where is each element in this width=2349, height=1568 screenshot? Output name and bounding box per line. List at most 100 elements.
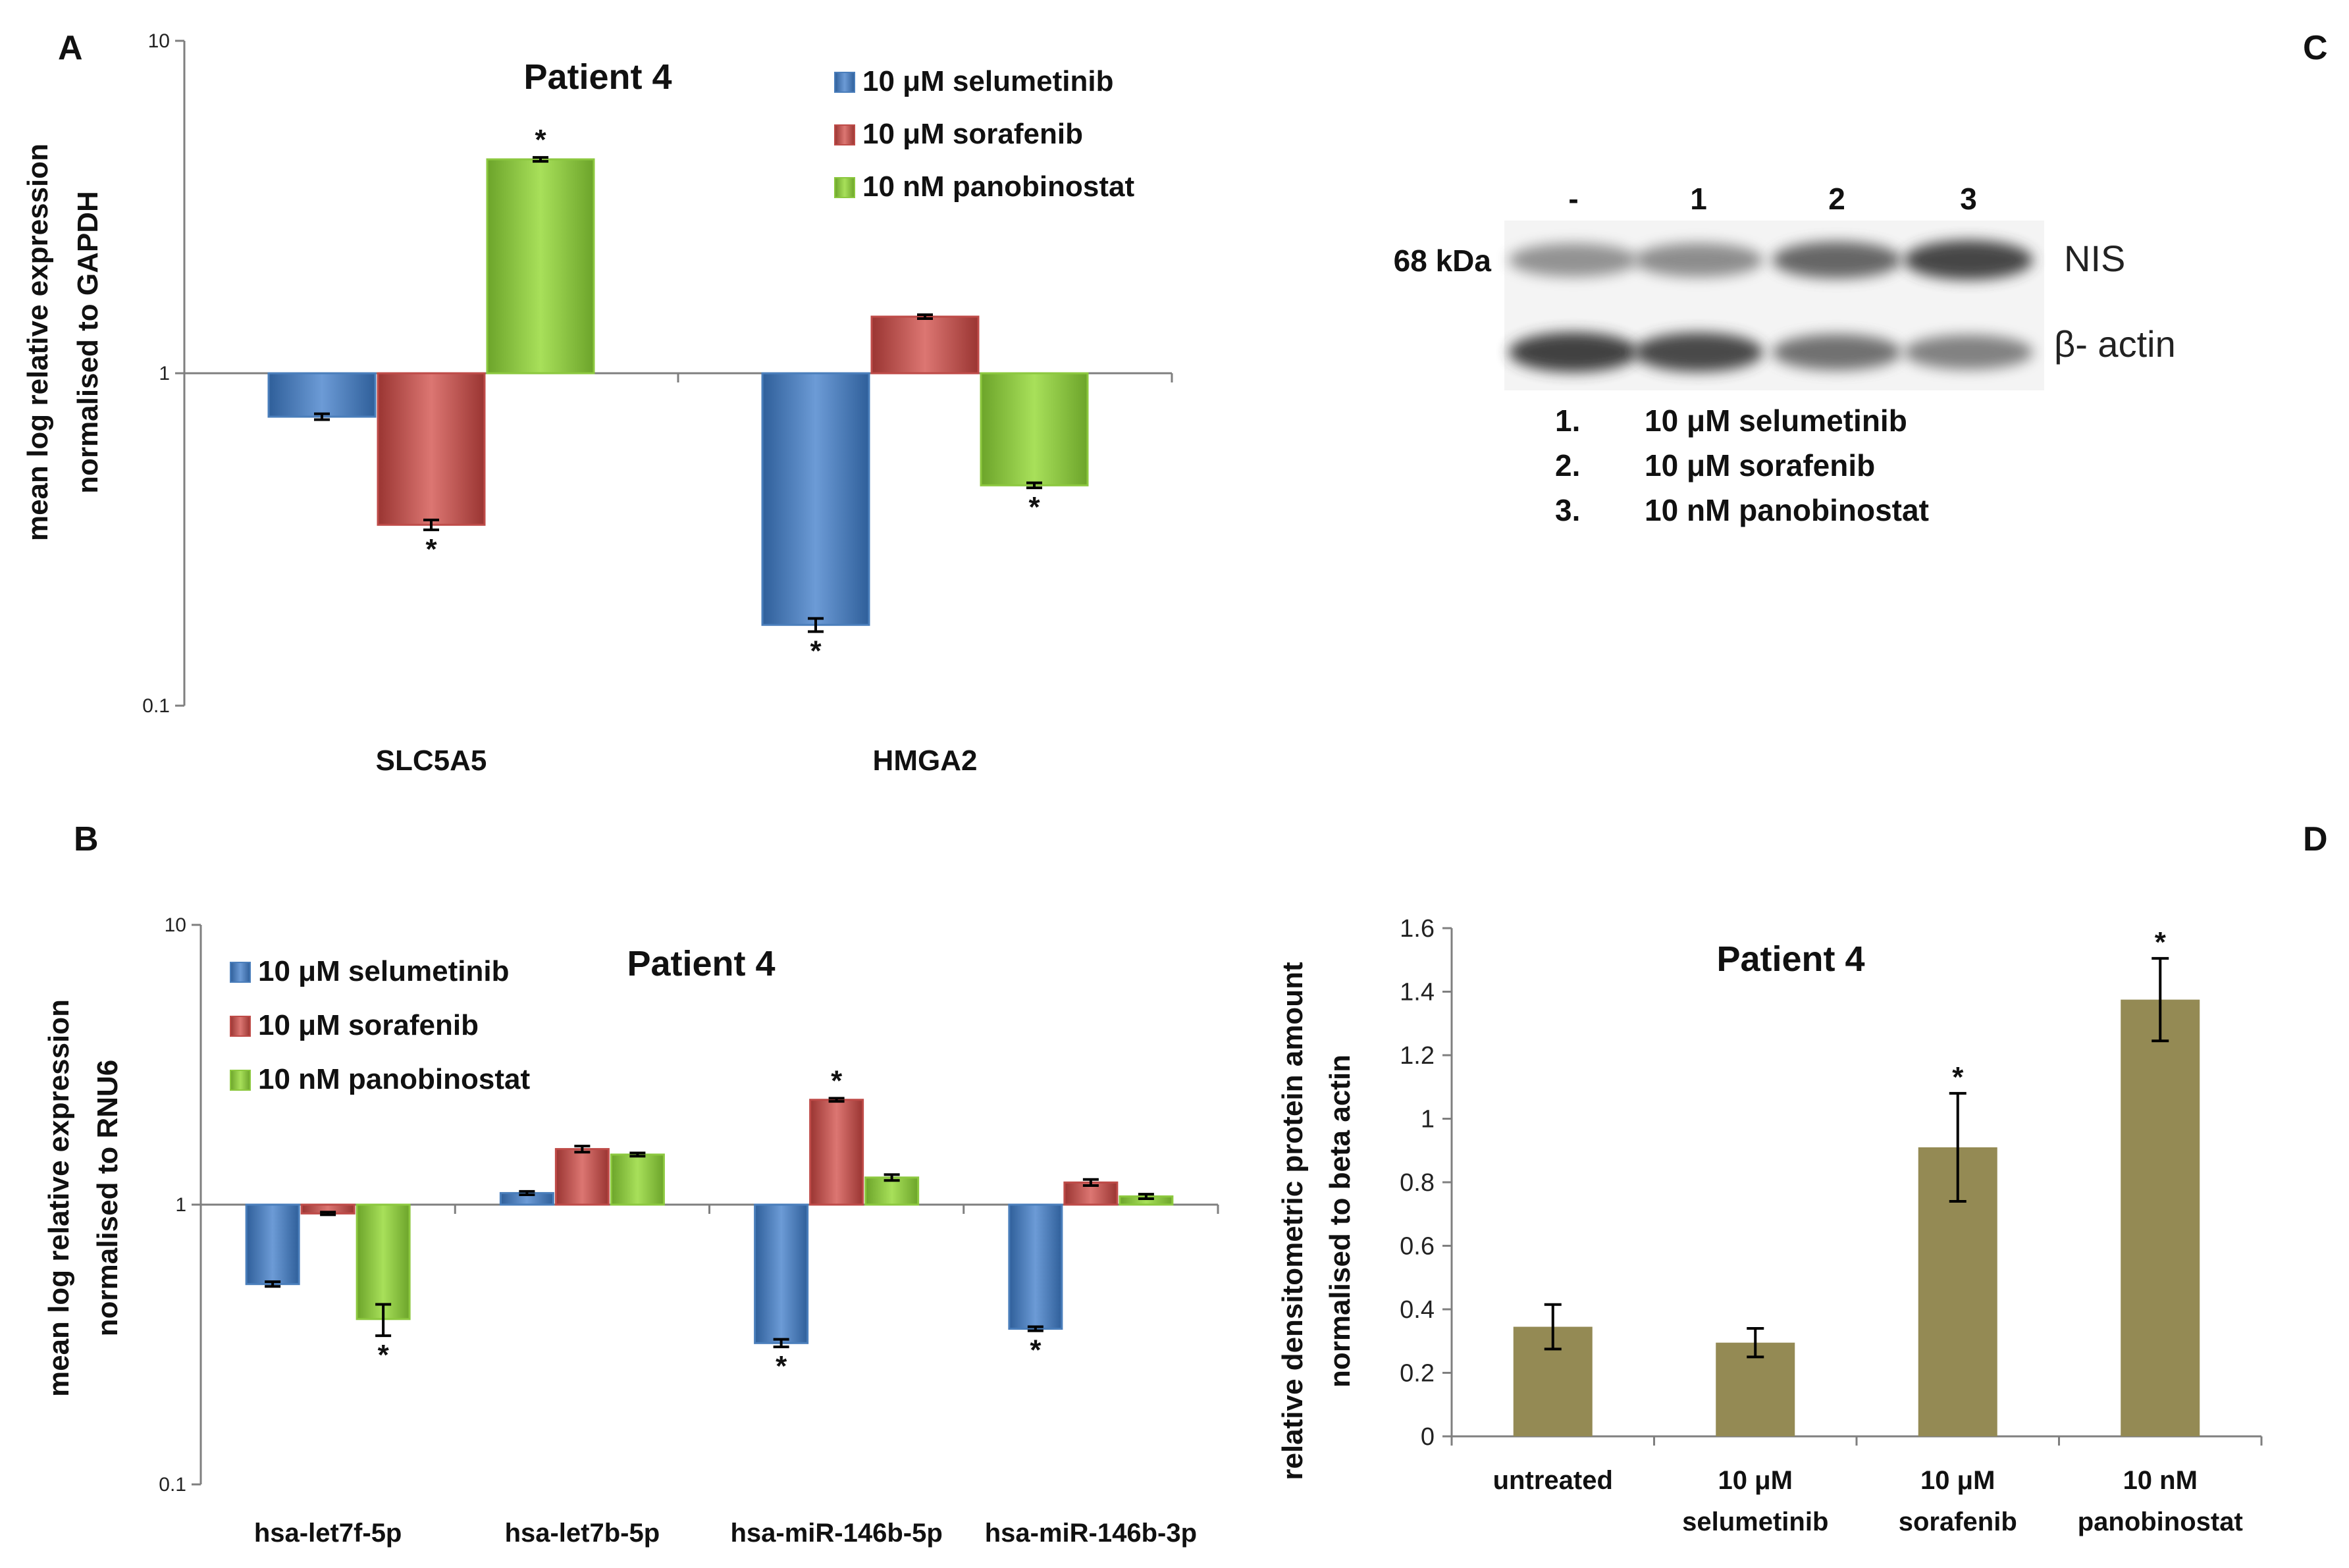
wb-band-actin bbox=[1509, 332, 1638, 373]
significance-star: * bbox=[378, 1339, 390, 1371]
wb-band-label-actin: β- actin bbox=[2054, 323, 2176, 365]
wb-bands bbox=[1509, 240, 2033, 373]
bar-selumetinib bbox=[754, 1203, 809, 1344]
significance-star: * bbox=[1030, 1334, 1042, 1367]
y-tick-label: 10 bbox=[148, 30, 170, 52]
bar-densitometry bbox=[2121, 999, 2200, 1436]
bar-panobinostat bbox=[980, 372, 1089, 486]
legend-label-selumetinib: 10 μM selumetinib bbox=[258, 955, 509, 987]
chart-d: relative densitometric protein amount no… bbox=[1277, 915, 2263, 1536]
bar-sorafenib bbox=[809, 1099, 864, 1206]
y-tick-label: 1 bbox=[1421, 1106, 1435, 1134]
y-tick-label: 0 bbox=[1421, 1423, 1435, 1451]
legend-swatch-panobinostat bbox=[834, 177, 855, 198]
legend-label-sorafenib: 10 μM sorafenib bbox=[258, 1009, 479, 1041]
x-category-label-line1: 10 μM bbox=[1718, 1466, 1793, 1495]
x-category-label-line1: 10 nM bbox=[2123, 1466, 2198, 1495]
significance-star: * bbox=[2155, 926, 2167, 958]
bar-sorafenib bbox=[554, 1148, 610, 1206]
x-category-label: hsa-miR-146b-3p bbox=[985, 1519, 1197, 1548]
panel-letter-c: C bbox=[2303, 29, 2328, 67]
panel-letter-a: A bbox=[58, 29, 83, 67]
wb-mw-label: 68 kDa bbox=[1394, 244, 1492, 278]
panel-letter-b: B bbox=[74, 820, 99, 858]
wb-band-nis bbox=[1509, 243, 1638, 277]
legend-label-panobinostat: 10 nM panobinostat bbox=[258, 1063, 530, 1095]
bar-panobinostat bbox=[610, 1153, 665, 1206]
chart-a-ylabel-line1: mean log relative expression bbox=[22, 144, 54, 541]
x-category-label-line1: untreated bbox=[1493, 1466, 1613, 1495]
x-category-label-line2: sorafenib bbox=[1899, 1507, 2017, 1536]
bar-selumetinib bbox=[761, 372, 870, 626]
x-category-label-line2: selumetinib bbox=[1682, 1507, 1828, 1536]
chart-b-ylabel-line1: mean log relative expression bbox=[43, 999, 75, 1397]
legend-swatch-sorafenib bbox=[230, 1016, 251, 1037]
wb-band-actin bbox=[1904, 334, 2033, 370]
x-category-label: hsa-let7f-5p bbox=[254, 1519, 402, 1548]
x-category-label: SLC5A5 bbox=[376, 745, 487, 777]
significance-star: * bbox=[810, 635, 822, 667]
chart-a-title: Patient 4 bbox=[523, 57, 672, 97]
bar-selumetinib bbox=[267, 372, 377, 418]
x-category-label-line2: panobinostat bbox=[2078, 1507, 2243, 1536]
chart-b-bars: * * * * bbox=[245, 1064, 1174, 1382]
wb-lane-labels: - 1 2 3 bbox=[1568, 182, 1976, 216]
wb-key-label: 10 nM panobinostat bbox=[1645, 493, 1929, 527]
chart-b-legend: 10 μM selumetinib 10 μM sorafenib 10 nM pa… bbox=[230, 955, 530, 1095]
wb-key: 1. 10 μM selumetinib 2. 10 μM sorafenib 3. 10… bbox=[1555, 404, 1929, 527]
significance-star: * bbox=[425, 533, 437, 565]
significance-star: * bbox=[535, 124, 546, 156]
chart-d-ylabel-line2: normalised to beta actin bbox=[1324, 1055, 1356, 1388]
chart-d-ylabel-line1: relative densitometric protein amount bbox=[1277, 962, 1309, 1480]
significance-star: * bbox=[1028, 491, 1040, 523]
wb-key-label: 10 μM sorafenib bbox=[1645, 448, 1875, 483]
wb-key-number: 3. bbox=[1555, 493, 1580, 527]
wb-band-actin bbox=[1634, 332, 1763, 372]
y-tick-label: 0.2 bbox=[1400, 1360, 1435, 1388]
wb-lane-label: 2 bbox=[1828, 182, 1845, 216]
legend-label-panobinostat: 10 nM panobinostat bbox=[862, 170, 1134, 203]
wb-lane-label: 3 bbox=[1960, 182, 1977, 216]
wb-band-label-nis: NIS bbox=[2064, 238, 2125, 279]
wb-band-nis bbox=[1772, 241, 1901, 279]
x-category-label: hsa-let7b-5p bbox=[505, 1519, 660, 1548]
y-tick-label: 1 bbox=[159, 363, 170, 384]
chart-a: mean log relative expression normalised … bbox=[22, 30, 1173, 777]
chart-d-title: Patient 4 bbox=[1716, 939, 1864, 979]
wb-lane-label: - bbox=[1568, 182, 1578, 216]
x-category-label: HMGA2 bbox=[873, 745, 978, 777]
bar-panobinostat bbox=[486, 158, 595, 375]
x-category-label: hsa-miR-146b-5p bbox=[730, 1519, 942, 1548]
legend-swatch-selumetinib bbox=[834, 72, 855, 93]
chart-a-legend: 10 μM selumetinib 10 μM sorafenib 10 nM pa… bbox=[834, 65, 1134, 203]
chart-b-title: Patient 4 bbox=[627, 944, 775, 983]
wb-key-label: 10 μM selumetinib bbox=[1645, 404, 1907, 438]
wb-band-actin bbox=[1772, 334, 1901, 371]
bar-panobinostat bbox=[356, 1203, 411, 1320]
y-tick-label: 1.4 bbox=[1400, 979, 1435, 1006]
chart-b-ylabel-line2: normalised to RNU6 bbox=[92, 1060, 124, 1337]
y-tick-label: 0.8 bbox=[1400, 1169, 1435, 1197]
y-tick-label: 1.6 bbox=[1400, 915, 1435, 943]
bar-densitometry bbox=[1716, 1342, 1795, 1436]
wb-band-nis bbox=[1634, 243, 1763, 277]
significance-star: * bbox=[1952, 1061, 1964, 1093]
legend-swatch-selumetinib bbox=[230, 962, 251, 983]
y-tick-label: 1 bbox=[175, 1194, 186, 1216]
bar-selumetinib bbox=[1008, 1203, 1063, 1330]
wb-band-nis bbox=[1904, 240, 2033, 280]
y-tick-label: 1.2 bbox=[1400, 1042, 1435, 1070]
wb-lane-label: 1 bbox=[1690, 182, 1707, 216]
chart-d-bars: ** bbox=[1513, 926, 2200, 1436]
legend-swatch-sorafenib bbox=[834, 124, 855, 145]
panel-letter-d: D bbox=[2303, 820, 2328, 858]
legend-swatch-panobinostat bbox=[230, 1070, 251, 1091]
western-blot: - 1 2 3 68 kDa NIS β- actin 1. 10 μM selumet… bbox=[1394, 182, 2176, 527]
wb-key-number: 2. bbox=[1555, 448, 1580, 483]
y-tick-label: 10 bbox=[165, 914, 186, 936]
significance-star: * bbox=[831, 1064, 843, 1097]
bar-selumetinib bbox=[245, 1203, 300, 1286]
legend-label-sorafenib: 10 μM sorafenib bbox=[862, 118, 1083, 150]
y-tick-label: 0.4 bbox=[1400, 1296, 1435, 1324]
legend-label-selumetinib: 10 μM selumetinib bbox=[862, 65, 1113, 97]
